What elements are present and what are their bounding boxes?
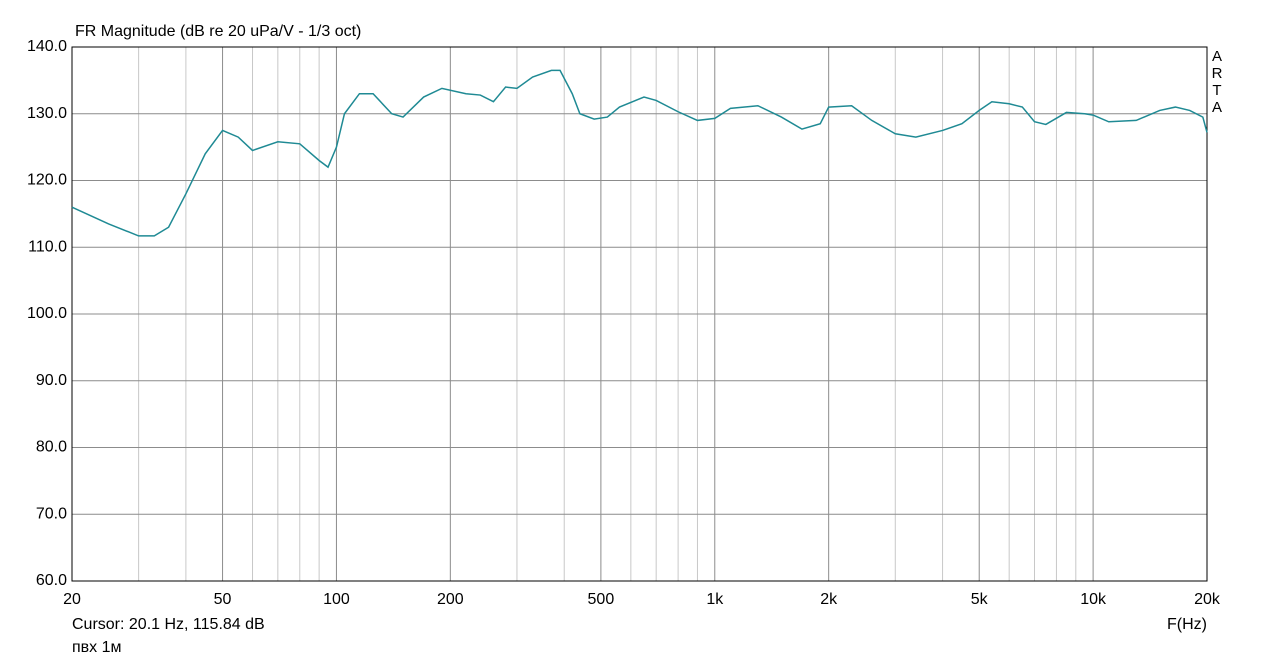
x-tick-label: 20k	[1194, 591, 1221, 608]
x-tick-label: 50	[214, 591, 232, 608]
x-tick-label: 5k	[971, 591, 989, 608]
y-tick-label: 140.0	[27, 38, 67, 55]
y-tick-label: 100.0	[27, 305, 67, 322]
x-tick-label: 1k	[706, 591, 724, 608]
chart-title: FR Magnitude (dB re 20 uPa/V - 1/3 oct)	[75, 23, 361, 40]
y-tick-label: 120.0	[27, 172, 67, 189]
x-tick-label: 10k	[1080, 591, 1107, 608]
watermark: ARTA	[1211, 48, 1223, 116]
x-axis-label: F(Hz)	[1167, 616, 1207, 633]
y-tick-label: 130.0	[27, 105, 67, 122]
y-tick-label: 80.0	[36, 439, 67, 456]
x-tick-label: 200	[437, 591, 464, 608]
plot-frame	[71, 46, 1208, 582]
y-tick-label: 60.0	[36, 572, 67, 589]
y-tick-label: 90.0	[36, 372, 67, 389]
y-tick-label: 70.0	[36, 505, 67, 522]
data-line	[71, 69, 1208, 237]
note: пвх 1м	[72, 639, 122, 656]
x-tick-label: 20	[63, 591, 81, 608]
x-tick-label: 100	[323, 591, 350, 608]
cursor-readout: Cursor: 20.1 Hz, 115.84 dB	[72, 616, 265, 633]
x-tick-label: 2k	[820, 591, 838, 608]
y-tick-label: 110.0	[28, 238, 67, 255]
x-tick-label: 500	[588, 591, 615, 608]
